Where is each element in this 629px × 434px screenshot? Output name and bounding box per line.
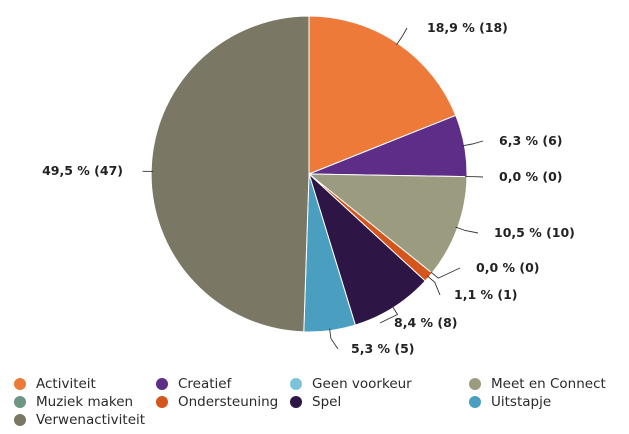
legend-item-geen-voorkeur[interactable]: Geen voorkeur <box>290 375 412 393</box>
legend-swatch <box>156 378 168 390</box>
legend-label: Verwenactiviteit <box>36 412 146 428</box>
legend-swatch <box>14 378 26 390</box>
pie-leader-lines <box>142 27 484 350</box>
data-label-activiteit: 18,9 % (18) <box>427 20 508 35</box>
legend-item-spel[interactable]: Spel <box>290 393 341 411</box>
data-label-ondersteuning: 1,1 % (1) <box>454 287 518 302</box>
pie-slices <box>150 15 468 333</box>
chart-legend: Activiteit Creatief Geen voorkeur Meet en C… <box>0 376 629 434</box>
legend-label: Spel <box>312 394 342 410</box>
data-label-uitstapje: 5,3 % (5) <box>351 341 415 356</box>
pie-labels: 18,9 % (18) 6,3 % (6) 0,0 % (0) 10,5 % (10)… <box>42 20 575 356</box>
legend-item-creatief[interactable]: Creatief <box>156 375 231 393</box>
legend-item-muziek-maken[interactable]: Muziek maken <box>14 393 133 411</box>
leader-line-creatief <box>462 140 484 147</box>
legend-item-verwenactiviteit[interactable]: Verwenactiviteit <box>14 411 145 429</box>
data-label-geen-voorkeur: 0,0 % (0) <box>499 169 563 184</box>
leader-line-uitstapje <box>329 328 339 350</box>
legend-item-ondersteuning[interactable]: Ondersteuning <box>156 393 278 411</box>
data-label-spel: 8,4 % (8) <box>394 315 458 330</box>
data-label-muziek-maken: 0,0 % (0) <box>476 260 540 275</box>
leader-line-ondersteuning <box>426 275 441 296</box>
legend-label: Meet en Connect <box>491 376 606 392</box>
legend-swatch <box>469 378 481 390</box>
legend-swatch <box>14 414 26 426</box>
legend-item-meet-en-connect[interactable]: Meet en Connect <box>469 375 606 393</box>
legend-label: Activiteit <box>36 376 96 392</box>
leader-line-activiteit <box>396 27 408 46</box>
legend-label: Geen voorkeur <box>312 376 412 392</box>
leader-line-meet-en-connect <box>455 226 479 234</box>
legend-swatch <box>156 396 168 408</box>
pie-chart: 18,9 % (18) 6,3 % (6) 0,0 % (0) 10,5 % (10)… <box>42 15 575 356</box>
data-label-meet-en-connect: 10,5 % (10) <box>494 225 575 240</box>
pie-slice-verwenactiviteit <box>150 15 310 333</box>
leader-line-spel <box>379 305 399 324</box>
legend-swatch <box>14 396 26 408</box>
data-label-creatief: 6,3 % (6) <box>499 133 563 148</box>
legend-swatch <box>290 396 302 408</box>
data-label-verwenactiviteit: 49,5 % (47) <box>42 163 123 178</box>
legend-label: Muziek maken <box>36 394 134 410</box>
legend-label: Creatief <box>178 376 232 392</box>
leader-line-muziek-maken <box>430 267 461 279</box>
legend-swatch <box>469 396 481 408</box>
legend-item-uitstapje[interactable]: Uitstapje <box>469 393 551 411</box>
legend-label: Uitstapje <box>491 394 552 410</box>
legend-label: Ondersteuning <box>178 394 279 410</box>
legend-swatch <box>290 378 302 390</box>
legend-item-activiteit[interactable]: Activiteit <box>14 375 96 393</box>
